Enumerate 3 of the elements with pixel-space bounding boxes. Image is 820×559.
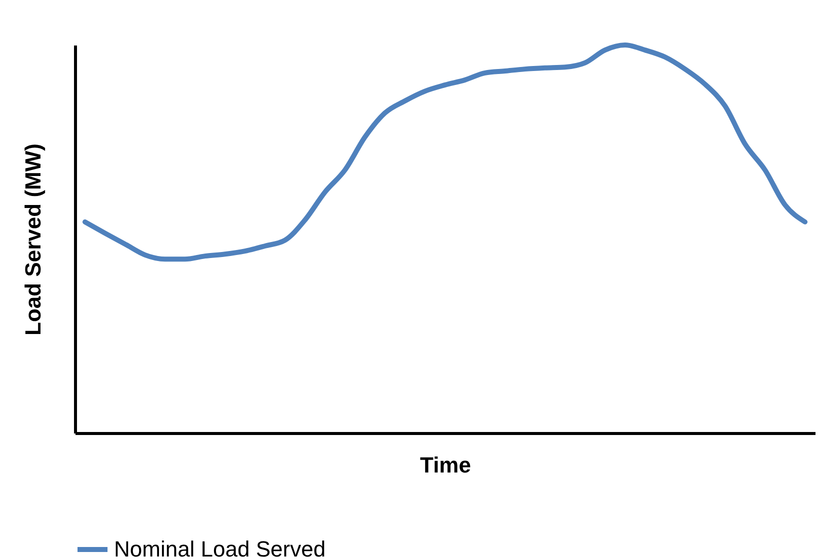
legend-label: Nominal Load Served bbox=[114, 536, 326, 559]
y-axis-title: Load Served (MW) bbox=[20, 144, 46, 336]
x-axis-title: Time bbox=[420, 452, 471, 478]
